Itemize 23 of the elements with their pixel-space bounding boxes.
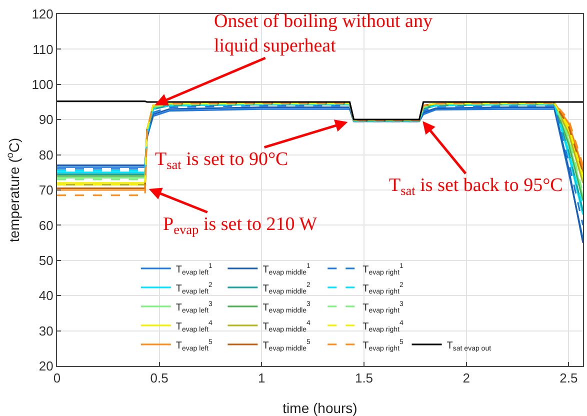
annotation: P$_{evap}$ is set to 210 W <box>163 214 318 237</box>
y-tick-label: 110 <box>32 42 54 57</box>
y-tick-label: 120 <box>32 6 54 22</box>
x-tick-label: 0 <box>53 370 61 386</box>
x-tick-label: 2.5 <box>560 370 578 386</box>
y-tick-label: 40 <box>38 288 54 304</box>
y-tick-label: 80 <box>38 147 54 162</box>
x-axis-title: time (hours) <box>282 400 358 416</box>
legend-label: T$_{sat evap out}$ <box>446 340 492 352</box>
y-tick-label: 90 <box>38 112 54 128</box>
y-tick-label: 70 <box>38 182 54 198</box>
x-tick-label: 2 <box>462 370 470 386</box>
x-tick-label: 0.5 <box>150 370 168 386</box>
x-tick-label: 1 <box>258 370 266 386</box>
annotation: Onset of boiling without any liquid superheat <box>214 11 433 57</box>
y-tick-label: 30 <box>38 323 54 338</box>
y-tick-label: 60 <box>38 218 54 233</box>
x-tick-label: 1.5 <box>354 370 374 386</box>
y-tick-label: 50 <box>38 252 54 268</box>
y-tick-label: 100 <box>32 76 54 92</box>
annotation: T$_{sat}$ is set to 90°C <box>155 149 288 172</box>
y-tick-label: 20 <box>38 358 54 374</box>
annotation: T$_{sat}$ is set back to 95°C <box>389 175 563 198</box>
